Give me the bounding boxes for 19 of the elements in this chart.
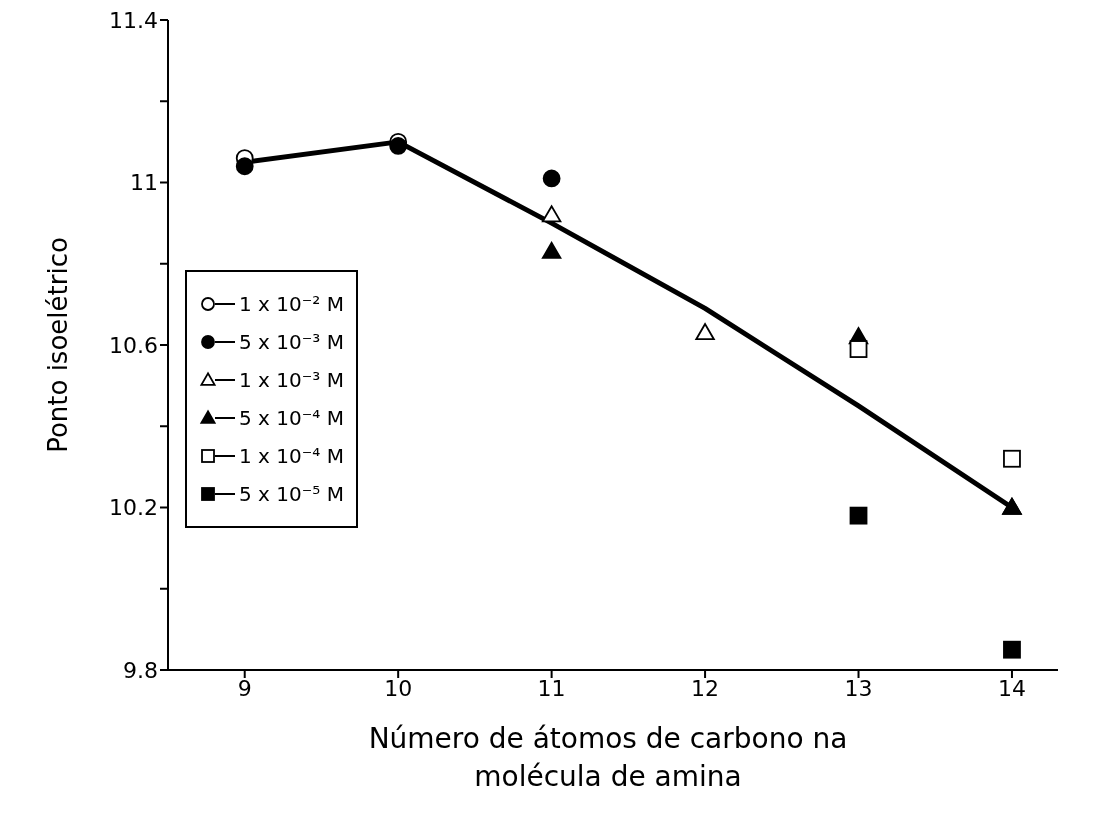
x-tick-label: 14 (997, 675, 1026, 701)
y-tick-label: 11 (130, 170, 158, 196)
y-tick-label: 9.8 (123, 657, 158, 683)
x-tick-label: 13 (844, 675, 873, 701)
y-tick-label: 10.2 (109, 495, 158, 521)
y-tick-label: 10.6 (109, 332, 158, 358)
y-tick-label: 11.4 (109, 7, 158, 33)
legend-label: 5 x 10⁻⁴ M (239, 406, 344, 430)
x-tick-label: 10 (384, 675, 413, 701)
x-tick-label: 9 (237, 675, 252, 701)
legend-label: 1 x 10⁻² M (239, 292, 344, 316)
x-axis-title: Número de átomos de carbono na molécula de amina (367, 721, 848, 795)
x-tick-label: 11 (537, 675, 566, 701)
legend-label: 1 x 10⁻⁴ M (239, 444, 344, 468)
x-tick-label: 12 (691, 675, 720, 701)
legend-label: 5 x 10⁻⁵ M (239, 482, 344, 506)
legend-label: 1 x 10⁻³ M (239, 368, 344, 392)
y-axis-title: Ponto isoelétrico (43, 237, 74, 453)
legend-label: 5 x 10⁻³ M (239, 330, 344, 354)
